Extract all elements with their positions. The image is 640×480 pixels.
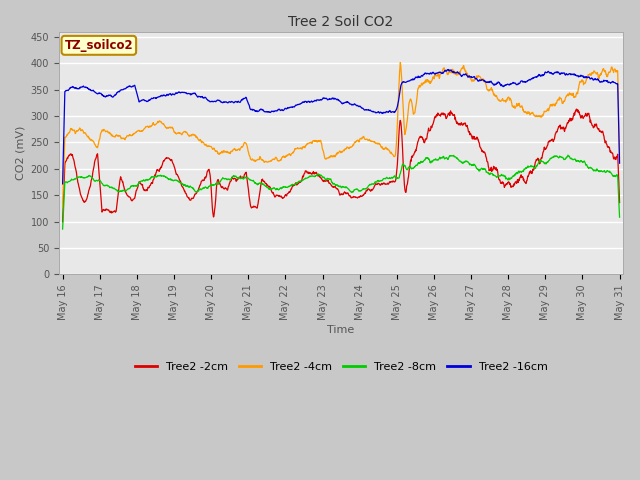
Title: Tree 2 Soil CO2: Tree 2 Soil CO2 [289, 15, 394, 29]
Legend: Tree2 -2cm, Tree2 -4cm, Tree2 -8cm, Tree2 -16cm: Tree2 -2cm, Tree2 -4cm, Tree2 -8cm, Tree… [131, 358, 552, 376]
Text: TZ_soilco2: TZ_soilco2 [65, 39, 133, 52]
Y-axis label: CO2 (mV): CO2 (mV) [15, 126, 25, 180]
X-axis label: Time: Time [328, 325, 355, 336]
